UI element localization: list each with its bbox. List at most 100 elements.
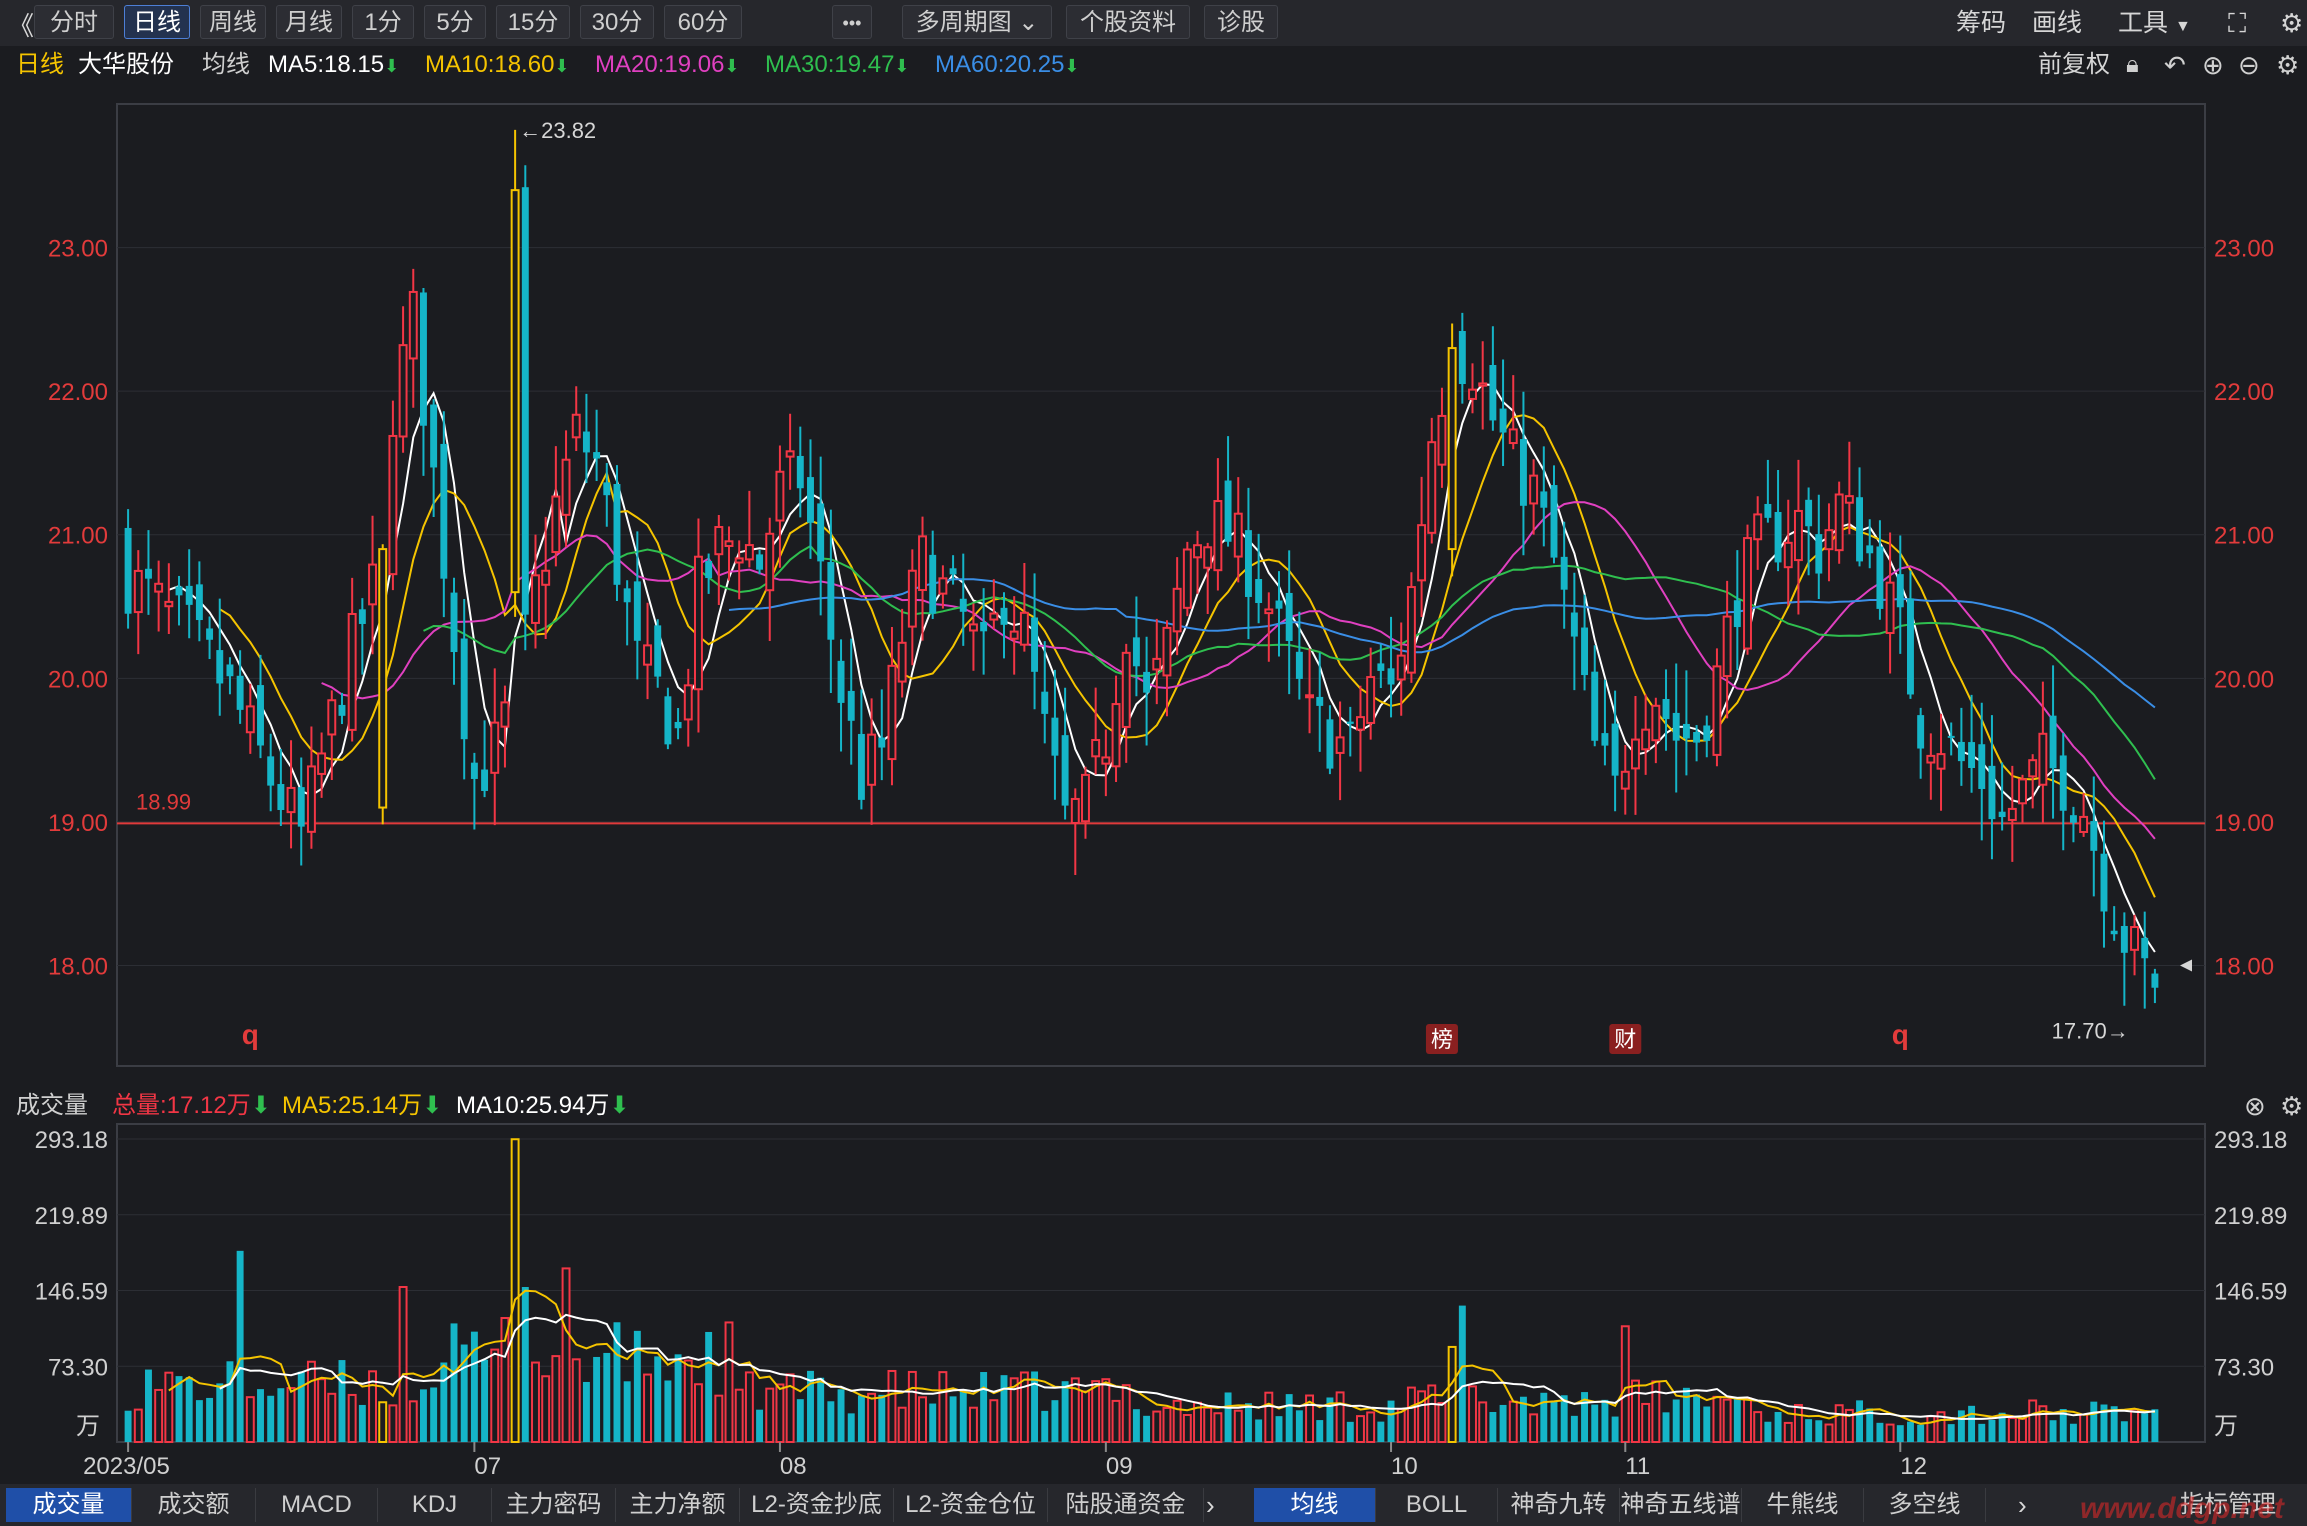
volume-bar[interactable] (765, 1387, 775, 1443)
volume-bar[interactable] (1601, 1399, 1609, 1442)
volume-bar[interactable] (1009, 1377, 1019, 1443)
volume-chart[interactable]: 293.18 293.18 219.89 219.89 146.59 146.59 73.3… (0, 1122, 2307, 1484)
candle[interactable] (817, 456, 825, 616)
volume-bar[interactable] (257, 1389, 264, 1442)
candle[interactable] (2120, 912, 2128, 1006)
candle[interactable] (1651, 697, 1661, 764)
event-mark[interactable]: q (242, 1019, 259, 1050)
volume-bar[interactable] (1641, 1402, 1651, 1444)
candle[interactable] (1998, 762, 2006, 831)
volume-bar[interactable] (419, 1389, 427, 1442)
volume-bar[interactable] (1519, 1396, 1527, 1442)
period-button-8[interactable]: 60分 (664, 5, 742, 39)
volume-bar[interactable] (1224, 1392, 1232, 1442)
candle[interactable] (1132, 596, 1140, 697)
stock-info-button[interactable]: 个股资料 (1066, 5, 1190, 39)
volume-bar[interactable] (440, 1362, 448, 1442)
candle[interactable] (1417, 476, 1427, 618)
candle[interactable] (1947, 722, 1955, 756)
volume-bar[interactable] (2110, 1406, 2118, 1442)
volume-bar[interactable] (327, 1392, 337, 1444)
candle[interactable] (1326, 705, 1334, 775)
volume-bar[interactable] (1957, 1410, 1965, 1442)
candle[interactable] (1427, 417, 1437, 544)
volume-bar[interactable] (1468, 1385, 1477, 1444)
volume-bar[interactable] (1499, 1404, 1507, 1442)
candle[interactable] (347, 577, 357, 742)
volume-bar[interactable] (1275, 1416, 1283, 1442)
candle[interactable] (398, 306, 408, 453)
candle[interactable] (2007, 765, 2017, 862)
volume-bar[interactable] (1620, 1325, 1630, 1443)
volume-bar[interactable] (1508, 1400, 1518, 1443)
candle[interactable] (1499, 359, 1507, 466)
undo-icon[interactable]: ↶ (2164, 50, 2186, 80)
volume-bar[interactable] (878, 1394, 886, 1442)
volume-bar[interactable] (1774, 1411, 1782, 1442)
volume-bar[interactable] (593, 1356, 601, 1442)
indicator-tab-8[interactable]: 陆股通资金 (1048, 1488, 1204, 1522)
volume-bar[interactable] (1978, 1423, 1986, 1442)
candle[interactable] (1581, 594, 1589, 691)
volume-bar[interactable] (185, 1377, 193, 1442)
candle[interactable] (867, 698, 877, 825)
volume-bar[interactable] (1866, 1408, 1874, 1442)
volume-bar[interactable] (1406, 1386, 1416, 1443)
volume-bar[interactable] (1031, 1371, 1039, 1442)
candle[interactable] (1489, 326, 1497, 431)
volume-bar[interactable] (216, 1383, 224, 1442)
volume-bar[interactable] (481, 1359, 489, 1442)
candle[interactable] (1213, 458, 1223, 591)
candle[interactable] (1244, 487, 1252, 640)
candle[interactable] (1162, 620, 1172, 717)
candle[interactable] (2018, 774, 2027, 823)
volume-bar[interactable] (2120, 1421, 2128, 1442)
volume-bar[interactable] (1326, 1397, 1334, 1442)
volume-bar[interactable] (551, 1355, 561, 1443)
candle[interactable] (1346, 706, 1354, 757)
volume-bar[interactable] (286, 1387, 296, 1444)
candle[interactable] (714, 515, 724, 606)
volume-bar[interactable] (785, 1373, 795, 1443)
volume-bar[interactable] (1560, 1395, 1568, 1442)
volume-bar[interactable] (734, 1388, 744, 1444)
volume-bar[interactable] (2100, 1404, 2108, 1442)
candle[interactable] (1101, 729, 1111, 797)
candle[interactable] (1774, 470, 1782, 572)
candle[interactable] (1783, 499, 1793, 606)
volume-bar[interactable] (1988, 1419, 1996, 1442)
candle[interactable] (1061, 687, 1069, 820)
candle[interactable] (1591, 645, 1599, 747)
candle[interactable] (306, 726, 316, 849)
volume-bar[interactable] (2059, 1409, 2067, 1442)
candle[interactable] (827, 509, 835, 694)
candle[interactable] (1570, 572, 1578, 691)
volume-bar[interactable] (2130, 1408, 2140, 1443)
candle[interactable] (551, 446, 561, 567)
chevron-right-icon[interactable]: › (2018, 1490, 2027, 1520)
draw-line-button[interactable]: 画线 (2032, 9, 2083, 37)
volume-bar[interactable] (1856, 1400, 1864, 1442)
volume-bar[interactable] (1143, 1415, 1151, 1442)
volume-bar[interactable] (1968, 1405, 1976, 1442)
volume-bar[interactable] (1091, 1380, 1101, 1444)
candle[interactable] (1866, 519, 1874, 569)
volume-bar[interactable] (1844, 1408, 1854, 1444)
volume-bar[interactable] (124, 1410, 132, 1442)
indicator-tab-3[interactable]: KDJ (378, 1488, 492, 1522)
close-icon[interactable]: ⊗ (2244, 1091, 2266, 1121)
candle[interactable] (989, 579, 999, 629)
overlay-tab-2[interactable]: 神奇九转 (1498, 1488, 1620, 1522)
period-button-5[interactable]: 5分 (424, 5, 486, 39)
candle[interactable] (1805, 487, 1813, 576)
period-button-7[interactable]: 30分 (580, 5, 654, 39)
candle[interactable] (2100, 820, 2108, 948)
candle[interactable] (1560, 521, 1568, 629)
volume-bar[interactable] (1896, 1425, 1904, 1442)
volume-bar[interactable] (450, 1323, 458, 1442)
candle[interactable] (765, 517, 775, 641)
candle[interactable] (1233, 477, 1243, 583)
volume-bar[interactable] (907, 1370, 917, 1443)
indicator-tab-7[interactable]: L2-资金仓位 (894, 1488, 1048, 1522)
volume-bar[interactable] (236, 1250, 244, 1442)
